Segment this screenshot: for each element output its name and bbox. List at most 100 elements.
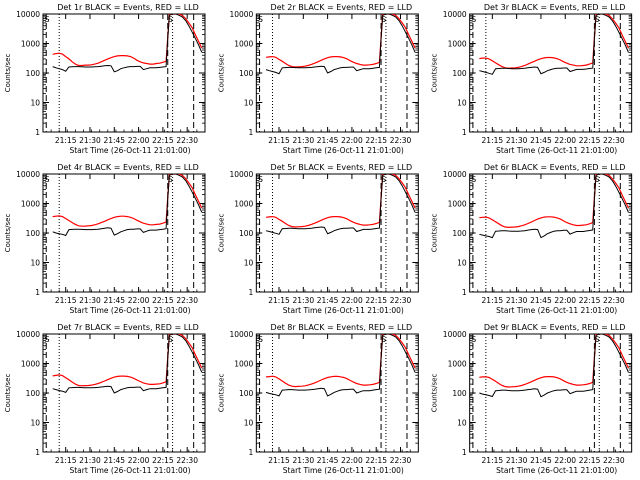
y-tick-label: 1000 [21,360,40,369]
plot-frame [255,13,419,133]
x-tick-label: 22:00 [128,456,150,465]
panel-title: Det 6r BLACK = Events, RED = LLD [484,163,626,172]
y-tick-label: 1 [249,288,254,297]
x-axis-label: Start Time (26-Oct-11 21:01:00) [283,146,404,155]
y-tick-label: 1000 [21,40,40,49]
panel-title: Det 2r BLACK = Events, RED = LLD [271,3,413,12]
lld-series-line [52,174,203,227]
y-axis-label: Counts/sec [431,374,439,413]
y-tick-label: 1000 [448,360,467,369]
detector-panel: Det 5r BLACK = Events, RED = LLD 1 10 100 10… [217,163,419,315]
x-tick-label: 21:30 [292,136,314,145]
y-tick-label: 1 [462,288,467,297]
x-tick-label: 21:15 [482,296,504,305]
y-tick-label: 100 [452,389,467,398]
x-tick-label: 22:30 [390,296,412,305]
x-axis-label: Start Time (26-Oct-11 21:01:00) [69,146,190,155]
marker-symbol: S [381,15,386,24]
x-tick-label: 22:15 [579,136,601,145]
events-series-line [479,334,629,398]
y-tick-label: 10 [244,99,254,108]
lld-series-line [479,174,630,229]
marker-symbol: S [381,335,386,344]
x-tick-label: 22:30 [390,136,412,145]
marker-symbol: S [45,335,50,344]
y-axis-label: Counts/sec [217,54,225,93]
lld-series-line [265,14,416,68]
y-tick-label: 10 [30,99,40,108]
y-tick-label: 1 [249,128,254,137]
x-tick-label: 21:15 [482,456,504,465]
y-tick-label: 1 [249,448,254,457]
events-series-line [52,334,203,394]
x-tick-label: 22:30 [603,296,625,305]
y-tick-label: 10 [457,259,467,268]
marker-symbol: S [471,175,476,184]
y-tick-label: 100 [26,229,41,238]
panel-title: Det 8r BLACK = Events, RED = LLD [271,323,413,332]
events-series-line [479,174,629,239]
panel-title: Det 5r BLACK = Events, RED = LLD [271,163,413,172]
y-tick-label: 1000 [234,360,253,369]
x-tick-label: 21:45 [317,136,339,145]
x-tick-label: 21:15 [55,296,77,305]
x-tick-label: 21:15 [268,296,290,305]
x-tick-label: 22:15 [152,136,174,145]
detector-panel: Det 6r BLACK = Events, RED = LLD 1 10 100 10… [431,163,633,315]
panel-title: Det 9r BLACK = Events, RED = LLD [484,323,626,332]
y-tick-label: 1 [462,128,467,137]
y-axis-label: Counts/sec [4,214,12,253]
detector-panel: Det 3r BLACK = Events, RED = LLD 1 10 100 10… [431,3,633,155]
y-tick-label: 10000 [229,10,253,19]
y-tick-label: 100 [239,389,254,398]
panel-title: Det 4r BLACK = Events, RED = LLD [57,163,199,172]
marker-symbol: S [168,335,173,344]
x-axis-label: Start Time (26-Oct-11 21:01:00) [283,306,404,315]
x-tick-label: 21:30 [79,456,101,465]
y-tick-label: 10 [457,419,467,428]
y-tick-label: 100 [239,69,254,78]
x-tick-label: 22:15 [579,456,601,465]
x-tick-label: 21:45 [103,296,125,305]
x-tick-label: 22:30 [603,136,625,145]
x-tick-label: 22:15 [365,456,387,465]
detector-panel: Det 4r BLACK = Events, RED = LLD 1 10 100 10… [4,163,206,315]
y-axis-label: Counts/sec [217,214,225,253]
lld-series-line [52,334,203,387]
x-tick-label: 21:15 [55,136,77,145]
y-tick-label: 10000 [16,330,40,339]
panel-title: Det 1r BLACK = Events, RED = LLD [57,3,199,12]
x-tick-label: 22:00 [554,296,576,305]
events-series-line [265,334,416,397]
y-tick-label: 100 [239,229,254,238]
x-tick-label: 22:00 [554,136,576,145]
x-tick-label: 22:00 [341,456,363,465]
y-tick-label: 10000 [229,330,253,339]
x-tick-label: 22:30 [176,456,198,465]
x-axis-label: Start Time (26-Oct-11 21:01:00) [496,466,617,475]
x-tick-label: 21:45 [103,456,125,465]
x-tick-label: 21:45 [530,456,552,465]
x-tick-label: 21:15 [482,136,504,145]
y-tick-label: 10000 [16,10,40,19]
x-tick-label: 22:15 [365,296,387,305]
y-axis-label: Counts/sec [217,374,225,413]
marker-symbol: S [45,175,50,184]
marker-symbol: S [258,175,263,184]
x-tick-label: 21:45 [317,456,339,465]
x-tick-label: 22:15 [152,456,174,465]
detector-panel: Det 2r BLACK = Events, RED = LLD 1 10 100 10… [217,3,419,155]
x-axis-label: Start Time (26-Oct-11 21:01:00) [283,466,404,475]
x-tick-label: 22:30 [176,136,198,145]
y-tick-label: 10 [244,419,254,428]
x-tick-label: 21:30 [79,136,101,145]
detector-panel: Det 8r BLACK = Events, RED = LLD 1 10 100 10… [217,323,419,475]
marker-symbol: S [594,175,599,184]
marker-symbol: S [45,15,50,24]
marker-symbol: S [594,335,599,344]
x-tick-label: 21:30 [506,456,528,465]
x-tick-label: 22:00 [341,136,363,145]
x-tick-label: 21:30 [79,296,101,305]
y-tick-label: 1 [35,288,40,297]
marker-symbol: S [381,175,386,184]
